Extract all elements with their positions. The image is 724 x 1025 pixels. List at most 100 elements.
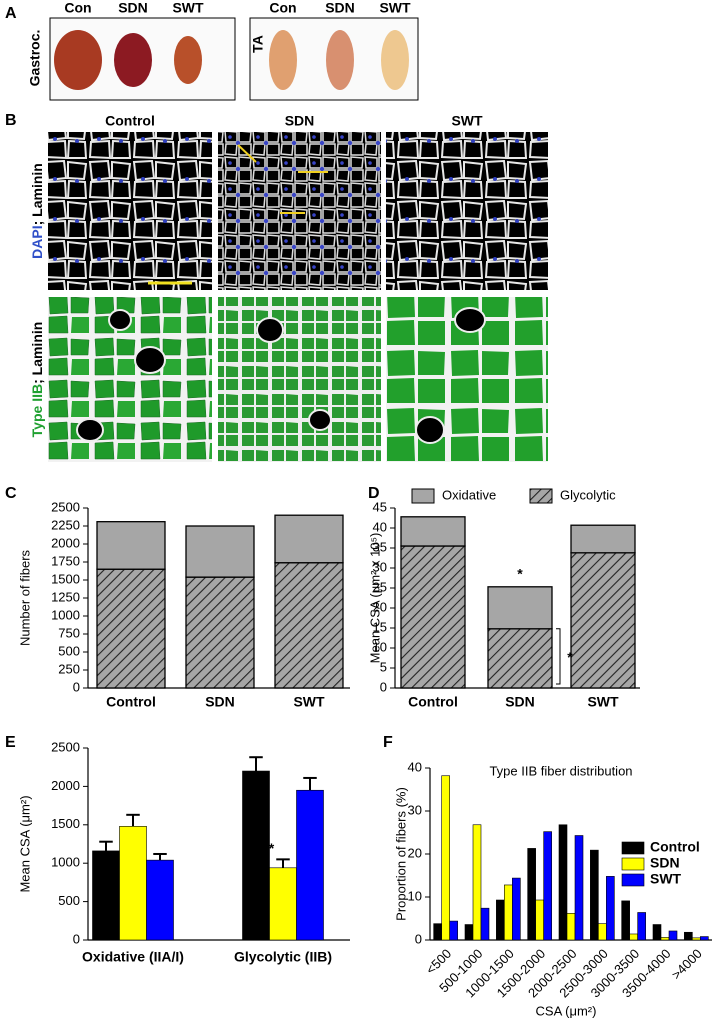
panel-letter: D: [368, 485, 380, 502]
legend-label: Control: [650, 839, 700, 855]
bar: [692, 937, 701, 941]
sample-label: SDN: [118, 0, 148, 16]
type-i-fiber: [134, 346, 166, 374]
y-axis-label: Mean CSA (μm² x 10⁵): [367, 533, 382, 664]
y-axis-label: Proportion of fibers (%): [393, 787, 408, 921]
bar: [637, 912, 646, 941]
bar: [606, 876, 615, 941]
x-axis-label: CSA (μm²): [536, 1003, 597, 1018]
legend-label: SWT: [650, 871, 682, 887]
x-tick-label: Oxidative (IIA/I): [82, 949, 184, 965]
y-tick-label: 1750: [51, 553, 80, 568]
legend-swatch: [411, 488, 435, 504]
y-tick-label: 1500: [51, 571, 80, 586]
legend-swatch: [621, 857, 645, 871]
bar: [296, 789, 324, 941]
bar-segment: [96, 521, 166, 570]
tissue-label: TA: [250, 35, 266, 53]
column-title: SWT: [451, 113, 483, 129]
legend-swatch: [621, 873, 645, 887]
y-tick-label: 5: [380, 659, 387, 674]
bar: [242, 770, 270, 941]
y-tick-label: 0: [73, 931, 80, 946]
legend-swatch: [621, 841, 645, 855]
bar: [527, 848, 536, 941]
y-tick-label: 1500: [51, 816, 80, 831]
bar-segment: [570, 552, 636, 689]
bar-segment: [400, 516, 466, 547]
y-tick-label: 0: [415, 931, 422, 946]
sample-label: Con: [64, 0, 91, 16]
micrograph: [48, 132, 212, 290]
panel-letter: E: [5, 734, 16, 751]
legend-label: SDN: [650, 855, 680, 871]
muscle-photo: [381, 30, 409, 90]
y-tick-label: 10: [408, 888, 422, 903]
micrograph: [218, 132, 381, 290]
bar: [621, 900, 630, 941]
y-tick-label: 15: [373, 619, 387, 634]
y-tick-label: 10: [373, 639, 387, 654]
y-tick-label: 1250: [51, 589, 80, 604]
bar: [598, 923, 607, 941]
x-tick-label: SDN: [205, 694, 235, 710]
y-tick-label: 2000: [51, 778, 80, 793]
bar: [668, 930, 678, 941]
y-tick-label: 25: [373, 579, 387, 594]
micrograph: [386, 132, 548, 290]
y-tick-label: 2250: [51, 517, 80, 532]
tissue-label: Gastroc.: [27, 30, 43, 87]
y-tick-label: 500: [58, 893, 80, 908]
muscle-photo: [269, 30, 297, 90]
bar: [558, 824, 568, 941]
bar: [92, 850, 120, 941]
y-tick-label: 40: [373, 519, 387, 534]
bar: [629, 933, 638, 941]
type-i-fiber: [76, 418, 104, 442]
sample-label: SWT: [379, 0, 411, 16]
bar-segment: [274, 562, 344, 689]
stain-rest: ; Laminin: [29, 163, 45, 225]
significance: *: [517, 566, 523, 582]
bar: [566, 913, 576, 941]
type-i-fiber: [308, 409, 332, 431]
bar-segment: [570, 524, 636, 554]
y-tick-label: 500: [58, 643, 80, 658]
significance: *: [567, 649, 573, 665]
y-axis-label: Number of fibers: [17, 549, 32, 646]
bar: [472, 824, 482, 941]
bar: [684, 931, 693, 941]
panel-letter: C: [5, 485, 17, 502]
micrograph: [218, 297, 381, 462]
type-i-fiber: [256, 317, 284, 343]
column-title: Control: [105, 113, 155, 129]
x-tick-label: Glycolytic (IIB): [234, 949, 332, 965]
bar: [660, 937, 670, 941]
y-tick-label: 1000: [51, 855, 80, 870]
stain-name: Type IIB: [29, 384, 45, 437]
y-tick-label: 20: [373, 599, 387, 614]
bar-segment: [274, 514, 344, 564]
row-label: Type IIB; Laminin: [29, 322, 45, 438]
chart-title: Type IIB fiber distribution: [489, 763, 632, 778]
x-tick-label: Control: [106, 694, 156, 710]
bracket: [556, 628, 561, 685]
y-tick-label: 0: [73, 679, 80, 694]
y-tick-label: 2500: [51, 739, 80, 754]
bar-segment: [487, 628, 553, 689]
panel-letter: A: [5, 5, 17, 22]
x-tick-label: SDN: [505, 694, 535, 710]
muscle-photo: [54, 30, 102, 90]
bar: [441, 775, 450, 941]
bar-segment: [185, 576, 255, 689]
sample-label: Con: [269, 0, 296, 16]
y-tick-label: 1000: [51, 607, 80, 622]
legend-label: Glycolytic: [560, 487, 616, 502]
bar: [590, 849, 599, 941]
bar: [652, 924, 662, 941]
bar: [433, 923, 442, 941]
bar-segment: [96, 568, 166, 689]
x-tick-label: >4000: [668, 946, 704, 982]
sample-label: SDN: [325, 0, 355, 16]
bar: [512, 877, 521, 941]
